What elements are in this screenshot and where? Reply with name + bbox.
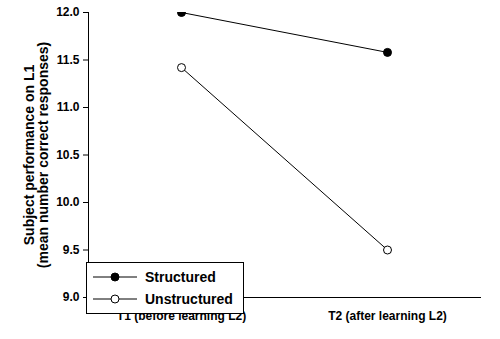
svg-text:11.0: 11.0 — [57, 100, 80, 114]
svg-text:10.0: 10.0 — [56, 195, 80, 209]
html-text:Unstructured: Unstructured — [145, 291, 233, 307]
svg-text:9.5: 9.5 — [63, 243, 80, 257]
svg-text:11.5: 11.5 — [57, 53, 80, 67]
svg-text:12.0: 12.0 — [56, 5, 80, 19]
svg-text:Subject performance on L1(mean: Subject performance on L1(mean number co… — [21, 42, 51, 268]
svg-text:T2 (after learning L2): T2 (after learning L2) — [328, 309, 447, 323]
svg-text:10.5: 10.5 — [56, 148, 80, 162]
svg-text:9.0: 9.0 — [63, 290, 80, 304]
html-text:Structured: Structured — [145, 269, 216, 285]
svg-text:T1 (before learning L2): T1 (before learning L2) — [116, 309, 247, 323]
